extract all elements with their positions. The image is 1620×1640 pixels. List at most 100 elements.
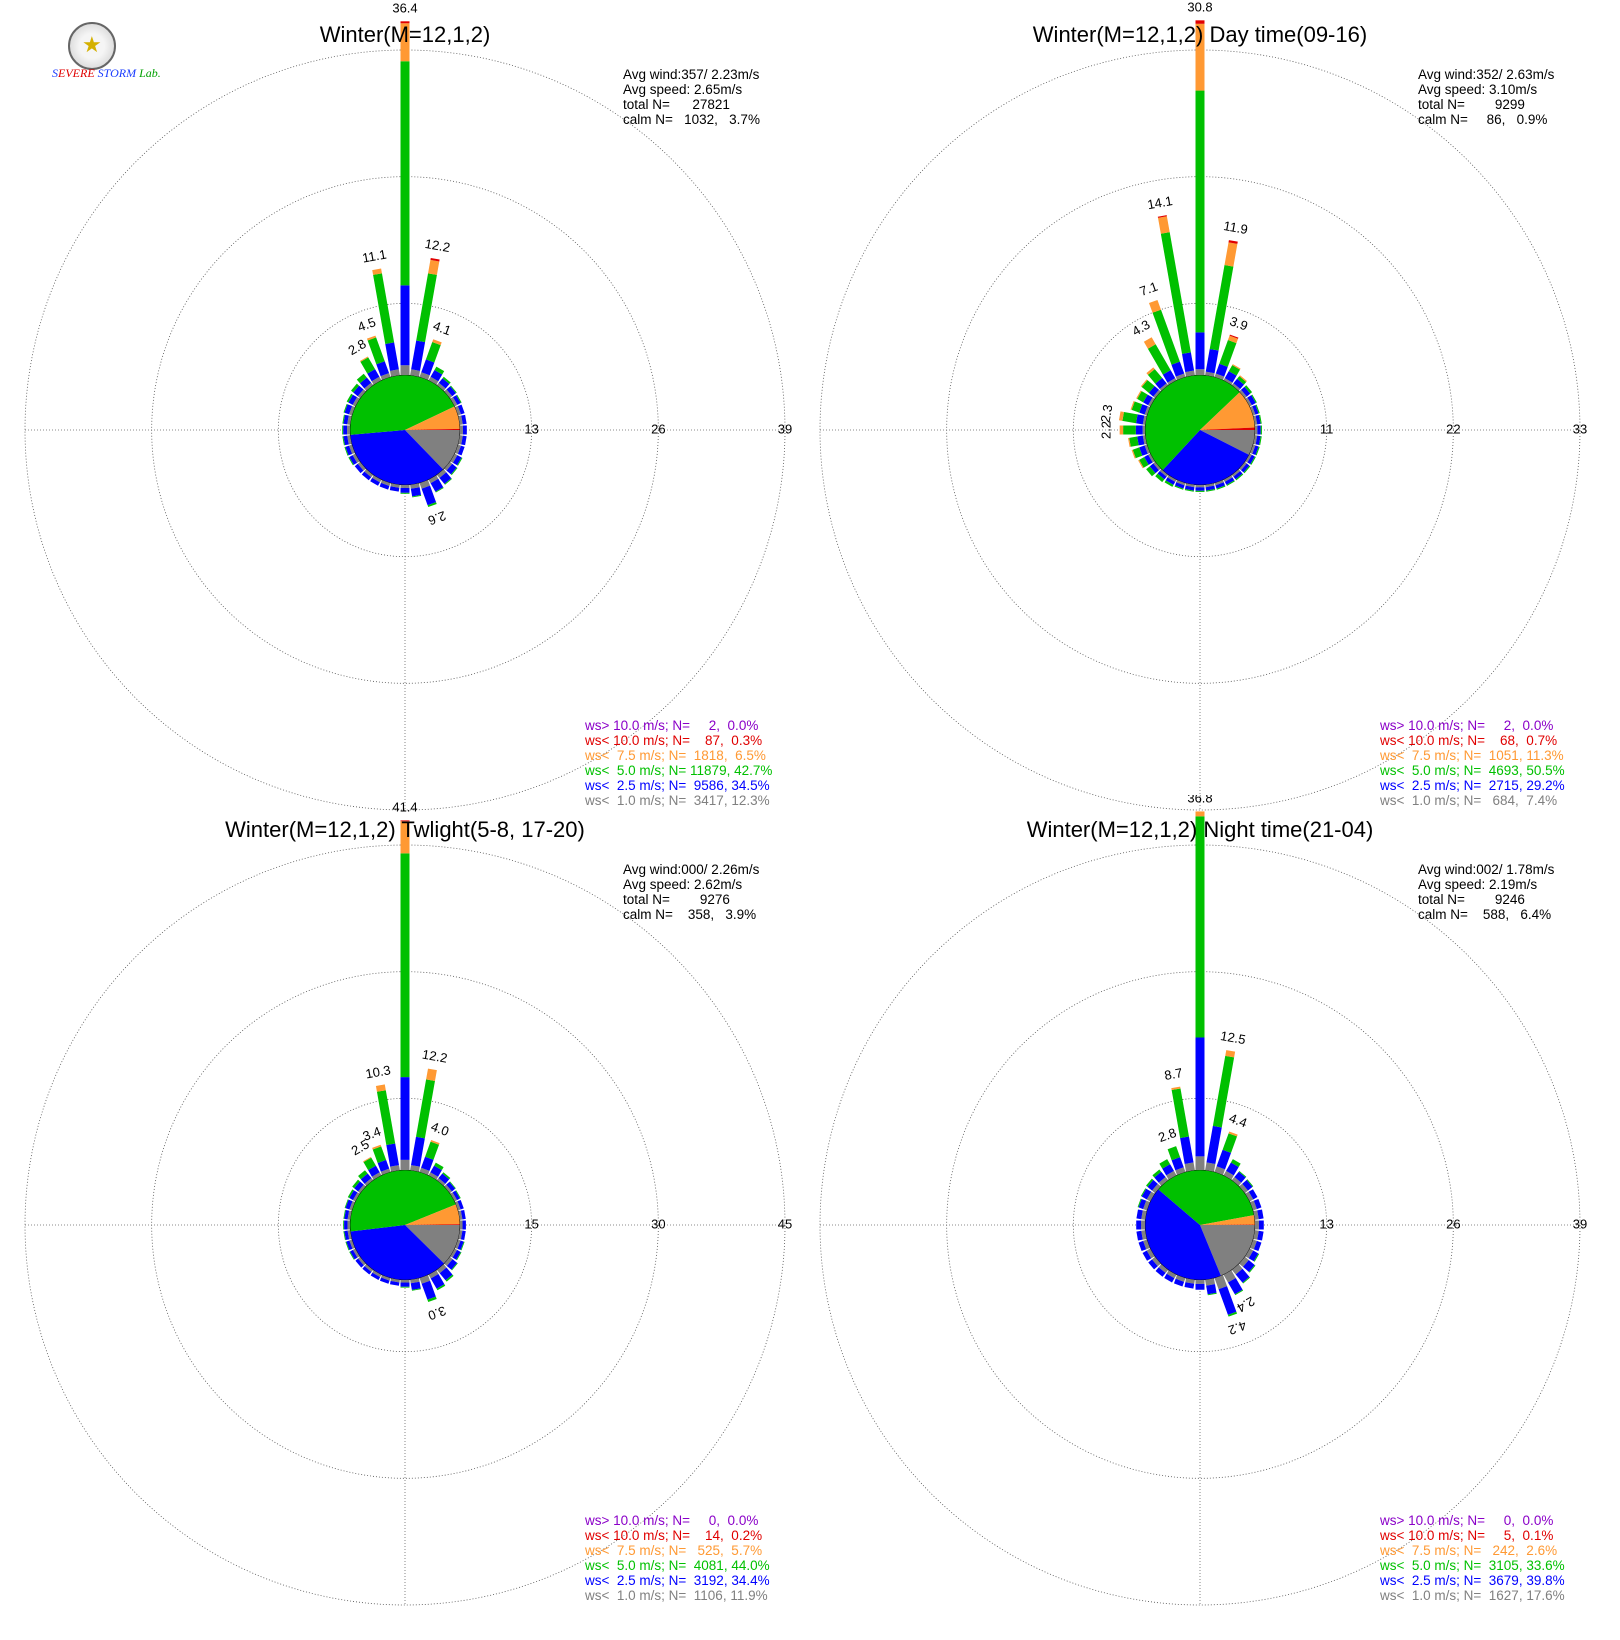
direction-bar — [1167, 1146, 1186, 1175]
bar-segment — [1195, 487, 1205, 491]
bar-segment — [352, 397, 360, 407]
bar-segment — [1135, 425, 1143, 435]
bar-segment — [1171, 1086, 1181, 1091]
direction-bar — [428, 1270, 446, 1291]
direction-bar — [1245, 453, 1256, 465]
bar-segment — [458, 1210, 463, 1220]
bar-segment — [1255, 435, 1261, 445]
summary-stats: Avg wind:357/ 2.23m/s Avg speed: 2.65m/s t… — [623, 67, 760, 127]
direction-bar — [1142, 1248, 1155, 1261]
speed-legend: ws> 10.0 m/s; N= 2, 0.0% ws< 10.0 m/s; N=… — [585, 718, 772, 808]
direction-bar — [342, 414, 352, 425]
bar-segment — [446, 1259, 458, 1270]
bar-segment — [349, 1201, 355, 1211]
bar-segment — [1259, 436, 1262, 446]
direction-bar — [355, 1256, 366, 1268]
bar-segment — [1132, 447, 1143, 459]
direction-bar — [1245, 1189, 1258, 1202]
bar-segment — [1212, 1055, 1235, 1128]
bar-segment — [1251, 394, 1257, 403]
bar-segment — [1245, 1191, 1254, 1202]
pie-slice — [1200, 427, 1255, 430]
bar-segment — [400, 492, 410, 494]
direction-bar — [1214, 334, 1239, 380]
bar-segment — [438, 1173, 450, 1184]
bar-segment — [412, 494, 422, 498]
bar-segment — [1166, 1270, 1177, 1279]
bar-segment — [452, 1190, 461, 1201]
legend-entry: ws< 10.0 m/s; N= 5, 0.1% — [1380, 1528, 1554, 1543]
bar-value-label: 30.8 — [1187, 0, 1212, 14]
bar-segment — [359, 377, 372, 389]
bar-value-label: 4.4 — [1227, 1110, 1249, 1130]
direction-bar — [1164, 1270, 1177, 1283]
bar-segment — [1162, 370, 1176, 383]
bar-segment — [1119, 425, 1124, 435]
stats-line: calm N= 1032, 3.7% — [623, 112, 760, 127]
bar-segment — [410, 1281, 421, 1290]
bar-value-label: 11.1 — [361, 247, 388, 266]
wind-rose-panel-3: 15 30 45 41.4 10.3 12.2 3.4 4.0 2.5 3.0 Winter(M=1… — [0, 795, 810, 1615]
bar-segment — [1141, 1230, 1147, 1240]
bar-segment — [367, 369, 380, 382]
bar-segment — [1184, 489, 1194, 492]
direction-bar — [389, 483, 400, 492]
bar-segment — [343, 1220, 345, 1230]
bar-segment — [1224, 371, 1237, 383]
direction-bar — [459, 1220, 466, 1230]
pie-slice — [1200, 1215, 1255, 1225]
direction-bar — [1214, 1131, 1238, 1175]
bar-segment — [1143, 1239, 1150, 1250]
bar-segment — [375, 1084, 386, 1092]
bar-segment — [459, 425, 463, 435]
bar-segment — [436, 469, 447, 479]
legend-entry: ws< 2.5 m/s; N= 3679, 39.8% — [1380, 1573, 1565, 1588]
direction-bar — [436, 1264, 454, 1282]
bar-segment — [416, 273, 437, 343]
bar-segment — [1155, 473, 1165, 483]
bar-segment — [1255, 446, 1260, 456]
bar-segment — [376, 361, 390, 377]
bar-segment — [358, 1256, 366, 1266]
bar-value-label: 3.4 — [361, 1124, 383, 1144]
bar-segment — [372, 1144, 382, 1150]
direction-bar — [344, 1199, 355, 1211]
bar-segment — [458, 415, 463, 425]
bar-segment — [410, 1278, 420, 1284]
bar-segment — [1195, 485, 1205, 488]
bar-segment — [1159, 469, 1169, 477]
direction-bar — [1245, 394, 1257, 407]
direction-bar — [1255, 425, 1262, 435]
bar-segment — [1250, 444, 1256, 454]
legend-entry: ws< 5.0 m/s; N= 3105, 33.6% — [1380, 1558, 1565, 1573]
bar-segment — [345, 1199, 353, 1210]
bar-segment — [1140, 1188, 1147, 1197]
bar-segment — [421, 485, 437, 506]
bar-segment — [1234, 1289, 1244, 1296]
bar-segment — [344, 446, 349, 456]
direction-bar — [1250, 444, 1260, 456]
bar-segment — [1148, 1259, 1158, 1270]
bar-segment — [1148, 453, 1155, 463]
bar-segment — [1257, 1230, 1264, 1241]
bar-segment — [400, 1282, 410, 1287]
bar-segment — [1253, 1210, 1259, 1220]
bar-segment — [1146, 466, 1156, 477]
bar-segment — [346, 393, 353, 403]
direction-bar — [1155, 469, 1169, 483]
bar-segment — [1167, 378, 1177, 385]
direction-bar — [1136, 390, 1155, 407]
bar-segment — [1195, 1280, 1205, 1284]
bar-segment — [450, 1192, 458, 1202]
direction-bar — [342, 435, 352, 446]
legend-entry: ws< 5.0 m/s; N= 11879, 42.7% — [585, 763, 773, 778]
bar-segment — [1223, 1270, 1236, 1283]
bar-segment — [457, 1199, 464, 1210]
bar-segment — [1253, 1230, 1259, 1240]
bar-segment — [1154, 1171, 1166, 1183]
bar-segment — [400, 820, 410, 822]
ring-label: 13 — [524, 421, 538, 436]
bar-segment — [352, 1179, 360, 1189]
ring-label: 45 — [778, 1216, 792, 1231]
